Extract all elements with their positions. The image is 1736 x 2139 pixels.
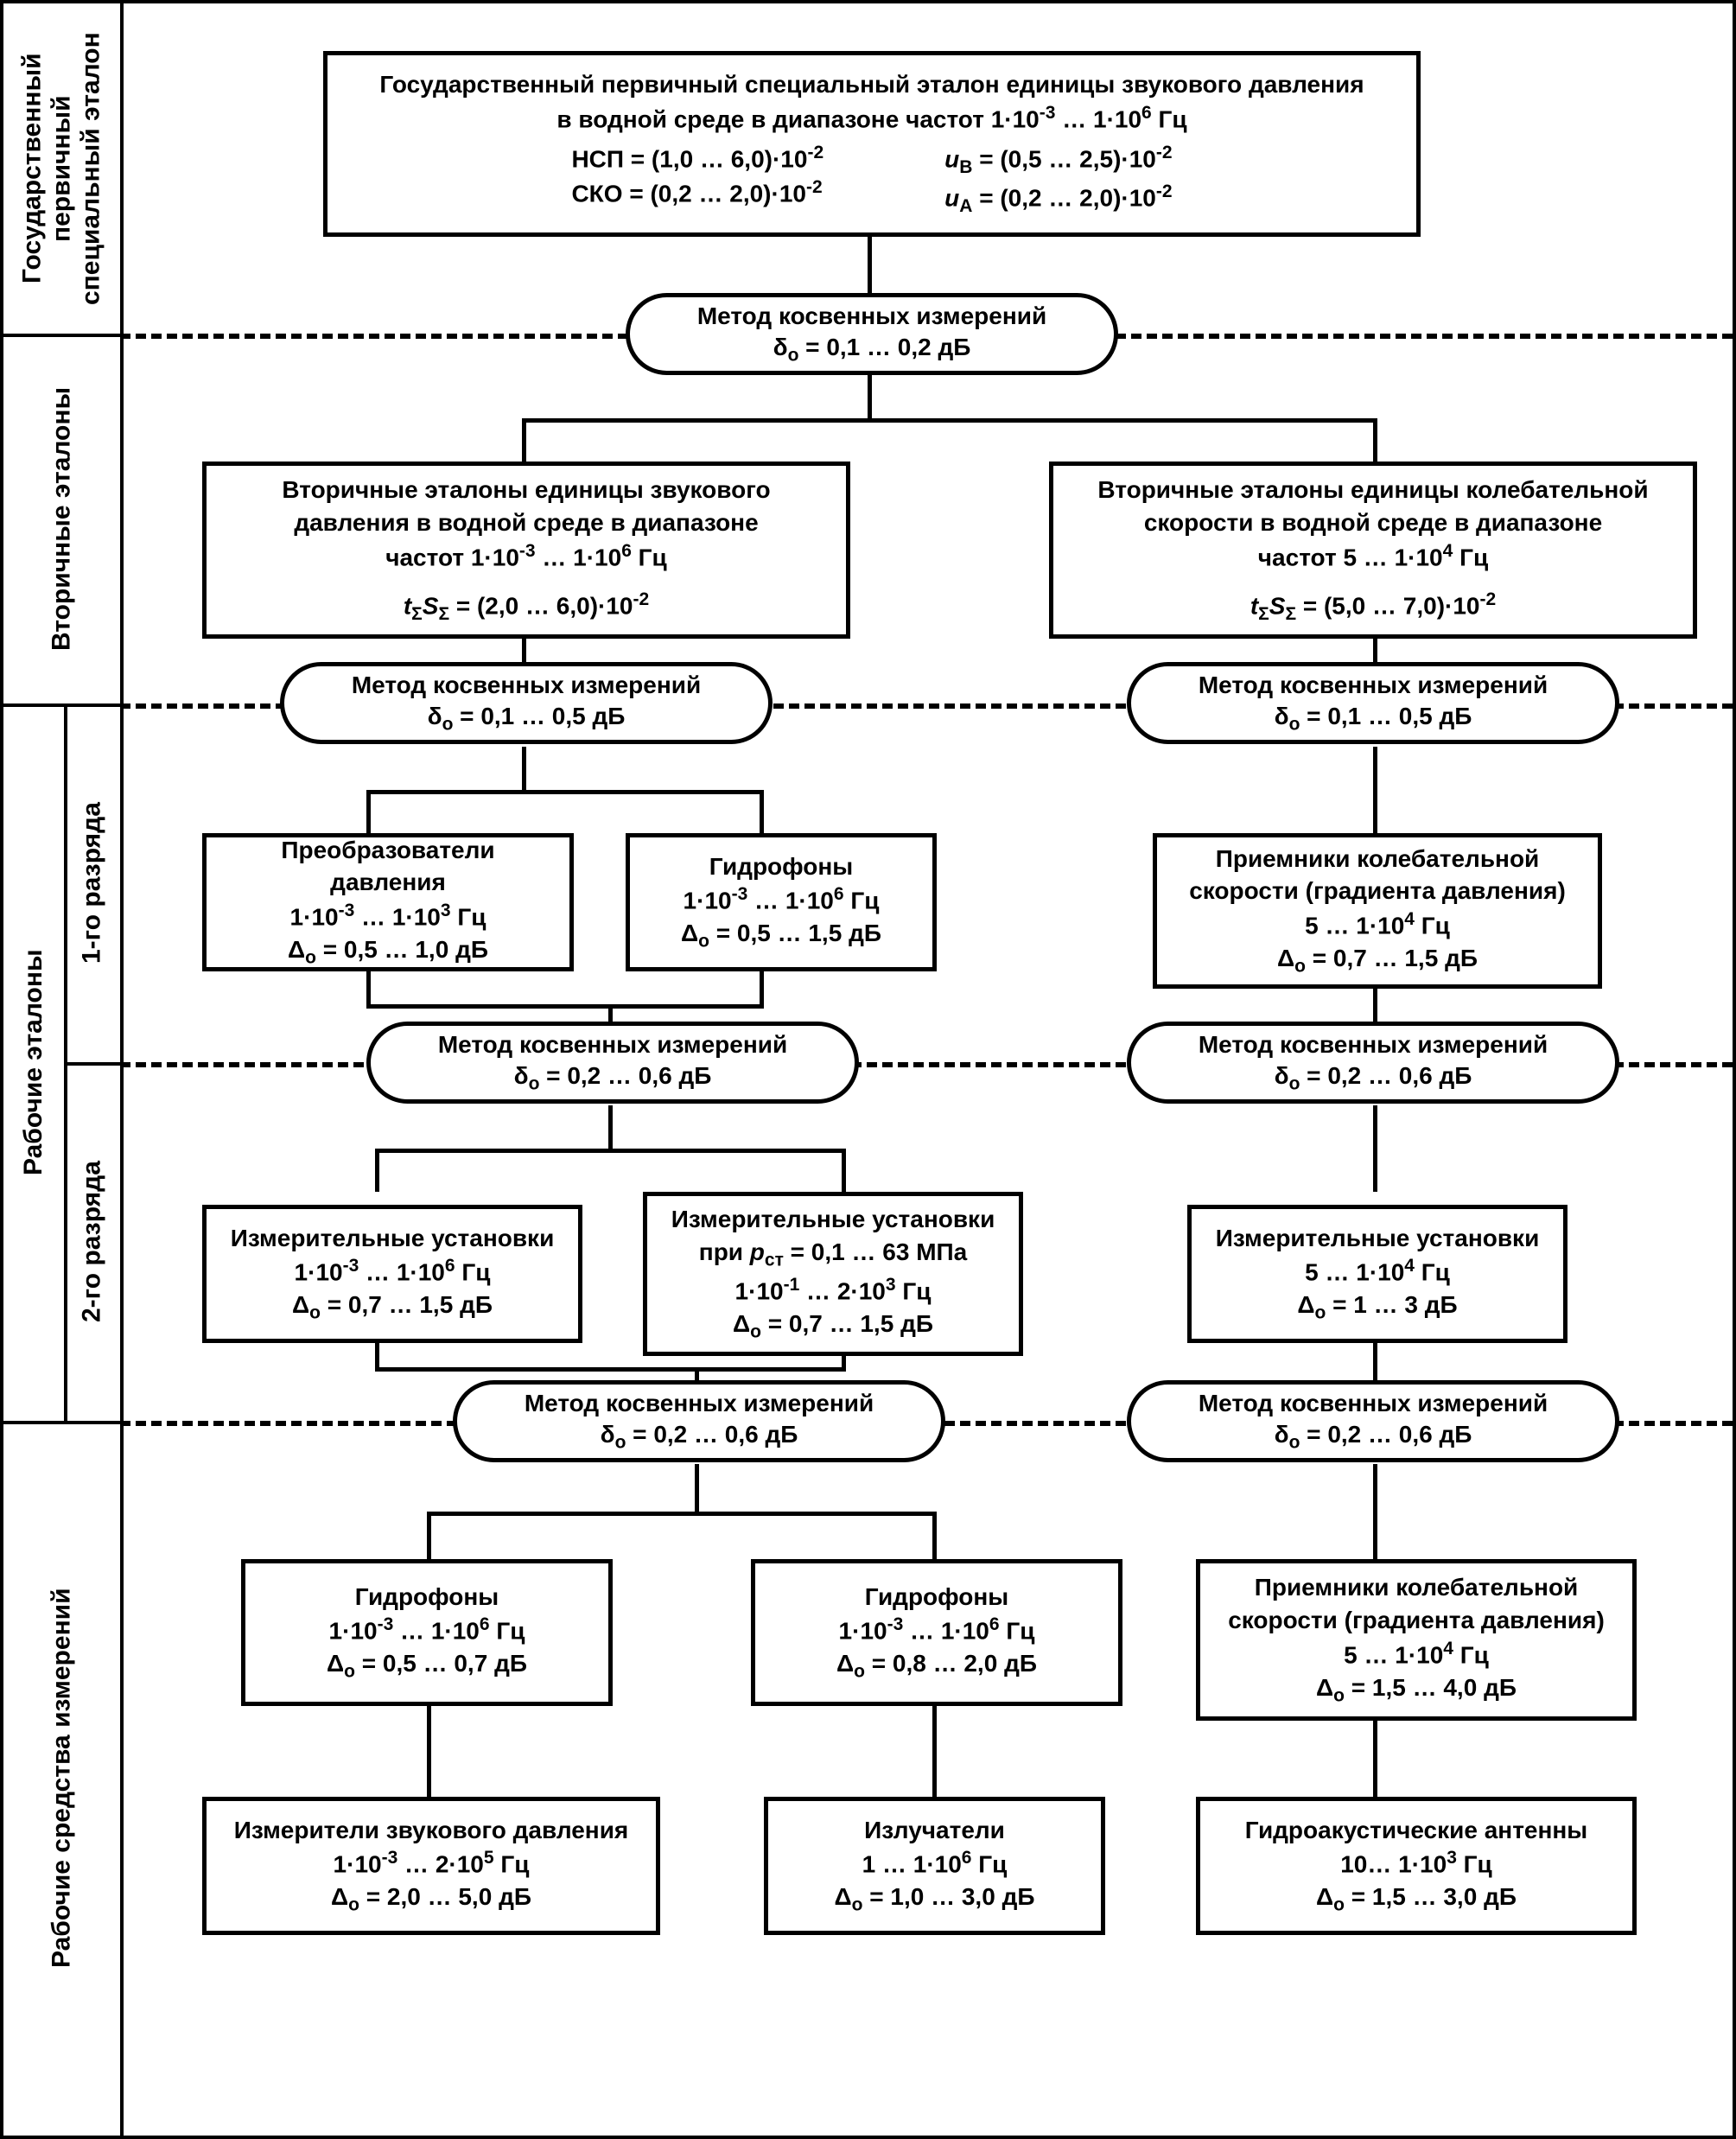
method4L-pill: Метод косвенных измерений δо = 0,2 … 0,6…: [453, 1380, 945, 1462]
conn-m4L-d: [695, 1464, 699, 1512]
r2a-box: Измерительные установки 1·10-3 … 1·106 Г…: [202, 1205, 582, 1343]
conn-m1-h: [522, 418, 1377, 423]
conn-m4L-h: [427, 1512, 937, 1516]
method3R-pill: Метод косвенных измерений δо = 0,2 … 0,6…: [1127, 1022, 1619, 1104]
conn-w1b-w2b: [932, 1706, 937, 1797]
section-label-4: Рабочие средства измерений: [3, 1421, 120, 2136]
conn-r2-merge-h: [375, 1367, 846, 1372]
conn-m3L-h: [375, 1149, 846, 1153]
conn-r1b-d: [760, 970, 764, 1004]
primary-sub: в водной среде в диапазоне частот 1·10-3…: [556, 101, 1186, 136]
section-label-2: Вторичные эталоны: [3, 334, 120, 703]
w1c-box: Приемники колебательной скорости (градие…: [1196, 1559, 1637, 1721]
method2R-pill: Метод косвенных измерений δо = 0,1 … 0,5…: [1127, 662, 1619, 744]
conn-w1c-w2c: [1373, 1719, 1377, 1797]
section-label-1: Государственный первичный специальный эт…: [3, 3, 120, 334]
conn-m3L-dr: [842, 1149, 846, 1192]
method3L-pill: Метод косвенных измерений δо = 0,2 … 0,6…: [366, 1022, 859, 1104]
conn-m4L-dr: [932, 1512, 937, 1559]
section-label-3a: 1-го разряда: [64, 703, 120, 1062]
r2b-box: Измерительные установки при pст = 0,1 … …: [643, 1192, 1023, 1356]
primary-title: Государственный первичный специальный эт…: [379, 68, 1364, 101]
conn-m3L-dl: [375, 1149, 379, 1192]
w2c-box: Гидроакустические антенны 10… 1·103 Гц Δ…: [1196, 1797, 1637, 1935]
conn-m2L-dr: [760, 790, 764, 833]
conn-m2L-h: [366, 790, 764, 794]
conn-w1a-w2a: [427, 1706, 431, 1797]
r1c-box: Приемники колебательной скорости (градие…: [1153, 833, 1602, 989]
label-column-divider: [120, 3, 124, 2136]
conn-r1a-d: [366, 970, 371, 1004]
primary-params: НСП = (1,0 … 6,0)·10-2 СКО = (0,2 … 2,0)…: [571, 141, 1172, 220]
conn-m1-dr: [1373, 418, 1377, 462]
conn-m3L-d: [608, 1105, 613, 1149]
conn-m1-dl: [522, 418, 526, 462]
conn-m2L-dl: [366, 790, 371, 833]
w2a-box: Измерители звукового давления 1·10-3 … 2…: [202, 1797, 660, 1935]
conn-m4R-d: [1373, 1464, 1377, 1559]
w1b-box: Гидрофоны 1·10-3 … 1·106 Гц Δо = 0,8 … 2…: [751, 1559, 1122, 1706]
section-label-3: Рабочие эталоны: [3, 703, 64, 1421]
conn-m3R-d: [1373, 1105, 1377, 1192]
r1a-box: Преобразователи давления 1·10-3 … 1·103 …: [202, 833, 574, 971]
method1-pill: Метод косвенных измерений δо = 0,1 … 0,2…: [626, 293, 1118, 375]
method4R-pill: Метод косвенных измерений δо = 0,2 … 0,6…: [1127, 1380, 1619, 1462]
secondary-left-box: Вторичные эталоны единицы звукового давл…: [202, 462, 850, 639]
r1b-box: Гидрофоны 1·10-3 … 1·106 Гц Δо = 0,5 … 1…: [626, 833, 937, 971]
w1a-box: Гидрофоны 1·10-3 … 1·106 Гц Δо = 0,5 … 0…: [241, 1559, 613, 1706]
conn-m4L-dl: [427, 1512, 431, 1559]
conn-primary-method1: [868, 237, 872, 297]
conn-r2b-d: [842, 1354, 846, 1367]
hierarchy-flowchart: Государственный первичный специальный эт…: [0, 0, 1736, 2139]
r2c-box: Измерительные установки 5 … 1·104 Гц Δо …: [1187, 1205, 1567, 1343]
secondary-right-box: Вторичные эталоны единицы колебательной …: [1049, 462, 1697, 639]
conn-m2L-d: [522, 747, 526, 790]
conn-m1-down: [868, 375, 872, 418]
method2L-pill: Метод косвенных измерений δо = 0,1 … 0,5…: [280, 662, 773, 744]
primary-standard-box: Государственный первичный специальный эт…: [323, 51, 1421, 237]
section-label-3b: 2-го разряда: [64, 1062, 120, 1421]
conn-r2a-d: [375, 1341, 379, 1367]
conn-r1-merge-h: [366, 1004, 764, 1009]
w2b-box: Излучатели 1 … 1·106 Гц Δо = 1,0 … 3,0 д…: [764, 1797, 1105, 1935]
conn-m2R-d: [1373, 747, 1377, 833]
